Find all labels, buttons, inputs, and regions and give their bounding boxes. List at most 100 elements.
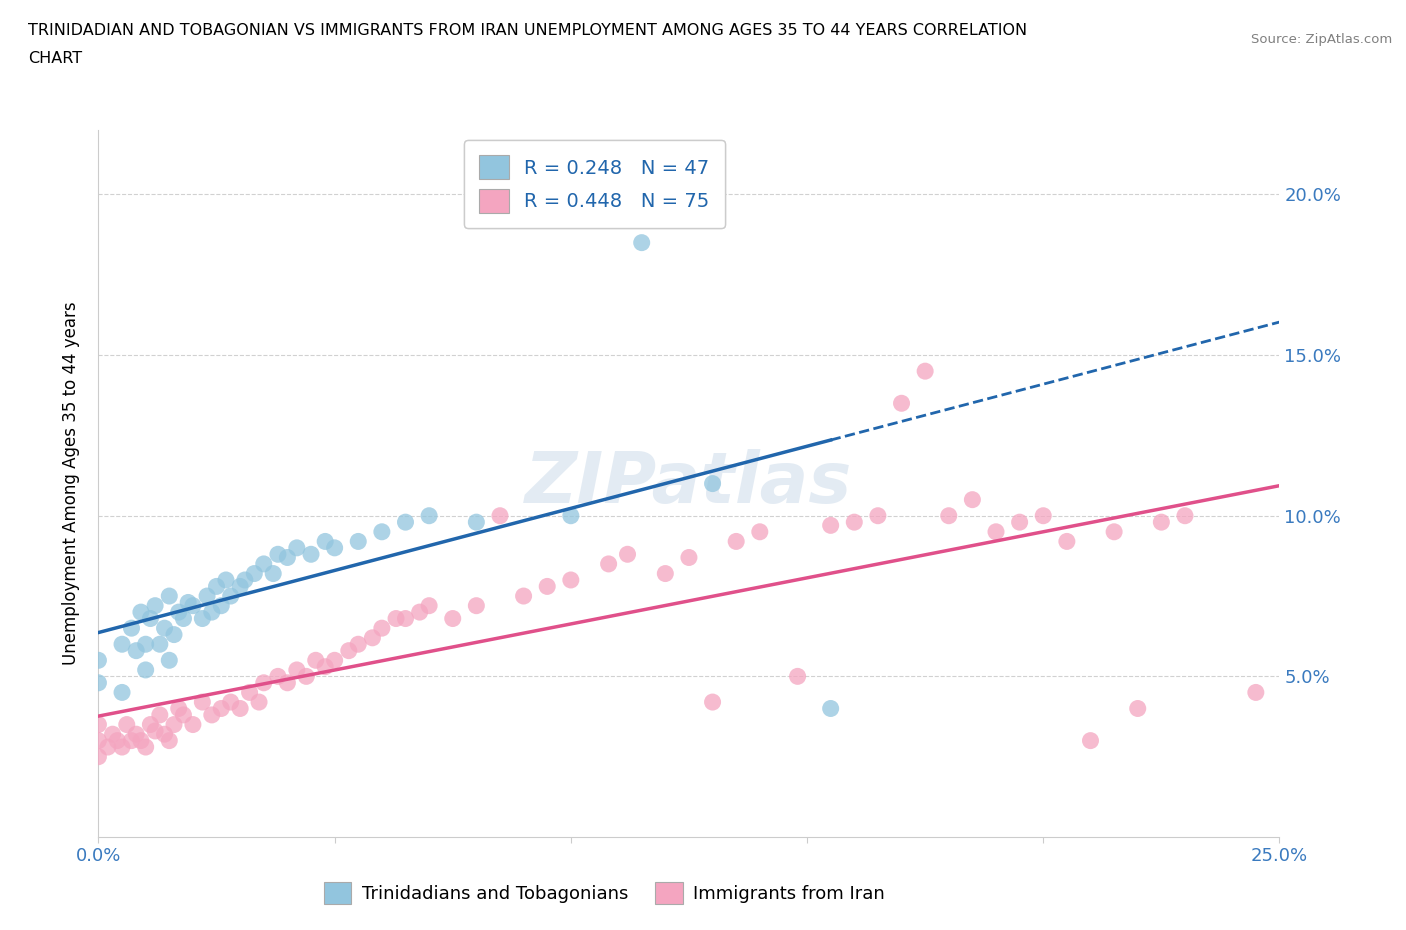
- Point: [1080, 733, 1102, 748]
- Point: [157, 653, 180, 668]
- Point: [143, 598, 166, 613]
- Point: [371, 620, 394, 635]
- Point: [1056, 534, 1078, 549]
- Point: [163, 717, 186, 732]
- Point: [135, 637, 157, 652]
- Point: [219, 695, 242, 710]
- Point: [135, 739, 157, 754]
- Point: [191, 611, 214, 626]
- Point: [167, 701, 190, 716]
- Point: [820, 518, 842, 533]
- Text: TRINIDADIAN AND TOBAGONIAN VS IMMIGRANTS FROM IRAN UNEMPLOYMENT AMONG AGES 35 TO: TRINIDADIAN AND TOBAGONIAN VS IMMIGRANTS…: [28, 23, 1028, 38]
- Point: [560, 573, 582, 588]
- Point: [149, 708, 172, 723]
- Point: [267, 547, 290, 562]
- Point: [139, 611, 162, 626]
- Point: [418, 598, 440, 613]
- Point: [1150, 514, 1173, 529]
- Text: CHART: CHART: [28, 51, 82, 66]
- Point: [219, 589, 242, 604]
- Point: [229, 701, 252, 716]
- Point: [866, 509, 889, 524]
- Legend: Trinidadians and Tobagonians, Immigrants from Iran: Trinidadians and Tobagonians, Immigrants…: [316, 875, 893, 911]
- Point: [167, 604, 190, 619]
- Point: [305, 653, 328, 668]
- Point: [115, 717, 138, 732]
- Point: [143, 724, 166, 738]
- Point: [229, 579, 252, 594]
- Point: [247, 695, 270, 710]
- Point: [153, 620, 176, 635]
- Point: [129, 604, 152, 619]
- Point: [172, 611, 194, 626]
- Point: [201, 604, 224, 619]
- Point: [181, 598, 204, 613]
- Point: [385, 611, 408, 626]
- Point: [394, 514, 416, 529]
- Point: [536, 579, 558, 594]
- Point: [135, 662, 157, 677]
- Point: [111, 685, 134, 700]
- Point: [276, 675, 298, 690]
- Point: [87, 653, 110, 668]
- Point: [177, 595, 200, 610]
- Point: [598, 556, 620, 571]
- Point: [276, 550, 298, 565]
- Point: [337, 644, 360, 658]
- Point: [702, 476, 724, 491]
- Point: [129, 733, 152, 748]
- Point: [97, 739, 120, 754]
- Point: [1174, 509, 1197, 524]
- Point: [253, 675, 276, 690]
- Point: [153, 726, 176, 741]
- Point: [408, 604, 430, 619]
- Point: [820, 701, 842, 716]
- Point: [630, 235, 652, 250]
- Point: [239, 685, 262, 700]
- Point: [215, 573, 238, 588]
- Point: [465, 598, 488, 613]
- Point: [441, 611, 464, 626]
- Point: [418, 509, 440, 524]
- Point: [394, 611, 416, 626]
- Point: [262, 566, 284, 581]
- Point: [163, 627, 186, 642]
- Text: Source: ZipAtlas.com: Source: ZipAtlas.com: [1251, 33, 1392, 46]
- Point: [87, 733, 110, 748]
- Point: [181, 717, 204, 732]
- Point: [1032, 509, 1054, 524]
- Point: [984, 525, 1007, 539]
- Point: [105, 733, 128, 748]
- Point: [347, 637, 370, 652]
- Point: [121, 620, 143, 635]
- Point: [654, 566, 676, 581]
- Point: [267, 669, 290, 684]
- Point: [243, 566, 266, 581]
- Point: [678, 550, 700, 565]
- Point: [1126, 701, 1149, 716]
- Point: [157, 733, 180, 748]
- Point: [121, 733, 143, 748]
- Point: [890, 396, 912, 411]
- Point: [139, 717, 162, 732]
- Point: [209, 598, 232, 613]
- Point: [295, 669, 318, 684]
- Point: [285, 540, 308, 555]
- Point: [209, 701, 232, 716]
- Point: [87, 750, 110, 764]
- Y-axis label: Unemployment Among Ages 35 to 44 years: Unemployment Among Ages 35 to 44 years: [62, 302, 80, 665]
- Text: ZIPatlas: ZIPatlas: [526, 449, 852, 518]
- Point: [253, 556, 276, 571]
- Legend: R = 0.248   N = 47, R = 0.448   N = 75: R = 0.248 N = 47, R = 0.448 N = 75: [464, 140, 725, 228]
- Point: [157, 589, 180, 604]
- Point: [512, 589, 534, 604]
- Point: [191, 695, 214, 710]
- Point: [125, 644, 148, 658]
- Point: [101, 726, 124, 741]
- Point: [323, 653, 346, 668]
- Point: [323, 540, 346, 555]
- Point: [314, 659, 336, 674]
- Point: [1008, 514, 1031, 529]
- Point: [205, 579, 228, 594]
- Point: [465, 514, 488, 529]
